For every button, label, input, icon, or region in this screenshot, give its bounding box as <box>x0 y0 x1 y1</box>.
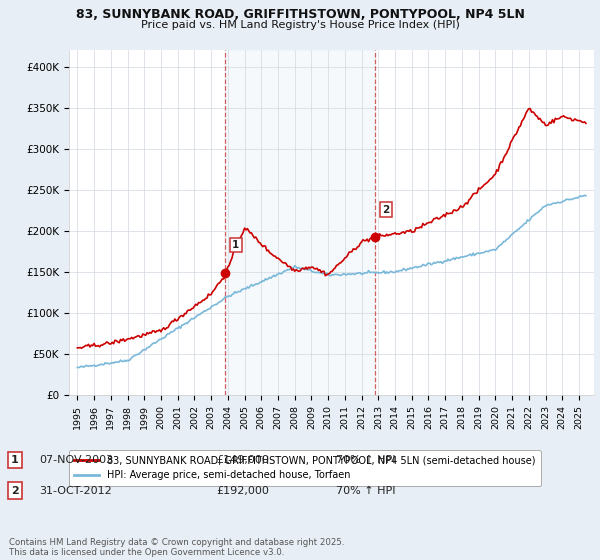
Text: 31-OCT-2012: 31-OCT-2012 <box>39 486 112 496</box>
Legend: 83, SUNNYBANK ROAD, GRIFFITHSTOWN, PONTYPOOL, NP4 5LN (semi-detached house), HPI: 83, SUNNYBANK ROAD, GRIFFITHSTOWN, PONTY… <box>68 450 541 486</box>
Bar <box>226 50 376 395</box>
Text: 07-NOV-2003: 07-NOV-2003 <box>39 455 113 465</box>
Text: 1: 1 <box>232 240 239 250</box>
Text: 83, SUNNYBANK ROAD, GRIFFITHSTOWN, PONTYPOOL, NP4 5LN: 83, SUNNYBANK ROAD, GRIFFITHSTOWN, PONTY… <box>76 8 524 21</box>
Text: Contains HM Land Registry data © Crown copyright and database right 2025.
This d: Contains HM Land Registry data © Crown c… <box>9 538 344 557</box>
Text: £192,000: £192,000 <box>216 486 269 496</box>
Text: 1: 1 <box>11 455 19 465</box>
Text: £149,000: £149,000 <box>216 455 269 465</box>
Text: Price paid vs. HM Land Registry's House Price Index (HPI): Price paid vs. HM Land Registry's House … <box>140 20 460 30</box>
Text: 2: 2 <box>11 486 19 496</box>
Text: 70% ↑ HPI: 70% ↑ HPI <box>336 486 395 496</box>
Text: 70% ↑ HPI: 70% ↑ HPI <box>336 455 395 465</box>
Text: 2: 2 <box>382 205 389 215</box>
